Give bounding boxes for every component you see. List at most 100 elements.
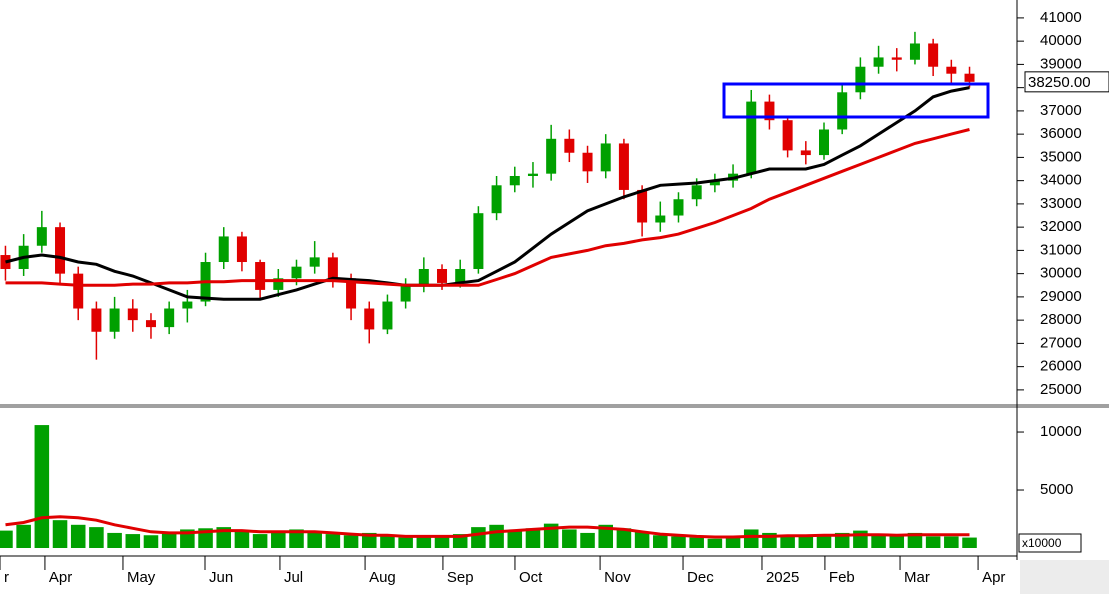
x-tick-label: r <box>4 569 9 586</box>
candle-body <box>673 199 684 216</box>
corner-box <box>1020 560 1109 594</box>
volume-bar <box>216 527 232 548</box>
candle-body <box>164 308 175 328</box>
y-tick-label: 10000 <box>1040 423 1082 440</box>
candle-body <box>382 301 393 330</box>
candle-body <box>473 213 484 269</box>
volume-bar <box>34 425 50 548</box>
candle-body <box>527 173 538 176</box>
moving-average <box>5 128 970 287</box>
volume-bar <box>816 534 832 548</box>
volume-bar <box>143 535 159 548</box>
y-tick-label: 34000 <box>1040 172 1082 189</box>
candle-body <box>109 308 120 332</box>
candle-body <box>509 175 520 186</box>
candle-body <box>218 236 229 263</box>
x-tick-label: Oct <box>519 569 543 586</box>
volume-bar <box>889 534 905 548</box>
candle-body <box>73 273 84 309</box>
volume-bar <box>507 530 523 548</box>
candle-body <box>946 66 957 74</box>
candle-body <box>691 185 702 200</box>
unit-box <box>1018 533 1082 553</box>
volume-bar <box>580 532 595 548</box>
candle-body <box>127 308 138 321</box>
candle-body <box>346 278 357 309</box>
volume-bar <box>671 536 686 548</box>
candle-body <box>873 57 884 67</box>
candle-body <box>582 152 593 172</box>
volume-bar <box>562 529 577 548</box>
x-tick-label: Jul <box>284 569 303 586</box>
y-tick-label: 36000 <box>1040 125 1082 142</box>
x-tick-label: Dec <box>687 569 714 586</box>
candle-body <box>964 73 975 82</box>
y-tick-label: 40000 <box>1040 32 1082 49</box>
volume-bar <box>525 528 541 548</box>
volume-bar <box>653 535 668 548</box>
volume-bar <box>325 534 341 548</box>
volume-bar <box>289 529 304 548</box>
candle-body <box>418 268 429 286</box>
y-tick-label: 33000 <box>1040 195 1082 212</box>
y-tick-label: 25000 <box>1040 381 1082 398</box>
volume-unit: x10000 <box>1022 536 1062 550</box>
volume-bar <box>907 532 923 548</box>
candle-body <box>764 101 775 121</box>
y-tick-label: 5000 <box>1040 481 1073 498</box>
volume-bar <box>16 524 31 548</box>
candle-body <box>746 101 757 174</box>
volume-bar <box>343 535 359 548</box>
candle-body <box>909 43 920 60</box>
candle-body <box>182 301 193 309</box>
candle-body <box>364 308 375 330</box>
candle-body <box>618 143 629 190</box>
volume-bar <box>52 520 68 548</box>
x-tick-label: Nov <box>604 569 631 586</box>
candle-body <box>36 227 47 246</box>
moving-average <box>5 515 970 539</box>
volume-bar <box>70 524 86 548</box>
volume-bar <box>380 536 395 548</box>
volume-bar <box>271 530 286 548</box>
y-tick-label: 28000 <box>1040 311 1082 328</box>
candle-body <box>236 236 247 263</box>
x-tick-label: Apr <box>49 569 72 586</box>
x-tick-label: Mar <box>904 569 930 586</box>
x-tick-label: Sep <box>447 569 474 586</box>
volume-bar <box>780 536 795 548</box>
candle-body <box>91 308 102 332</box>
volume-bar <box>871 535 886 548</box>
volume-bar <box>689 537 704 548</box>
volume-bar <box>252 534 268 548</box>
volume-bar <box>798 535 814 548</box>
candle-body <box>837 92 848 130</box>
y-tick-label: 32000 <box>1040 218 1082 235</box>
candle-body <box>782 120 793 151</box>
candle-body <box>655 215 666 223</box>
candle-body <box>709 180 720 186</box>
y-tick-label: 39000 <box>1040 55 1082 72</box>
volume-bar <box>307 531 322 548</box>
candle-body <box>819 129 830 156</box>
x-tick-label: Feb <box>829 569 855 586</box>
last-price-box <box>1024 71 1109 93</box>
last-price-label: 38250.00 <box>1028 74 1091 91</box>
volume-bar <box>471 527 486 548</box>
volume-bar <box>925 536 941 548</box>
candle-body <box>564 138 575 153</box>
volume-bar <box>962 537 977 548</box>
volume-bar <box>398 537 413 548</box>
candle-body <box>800 150 811 156</box>
candle-body <box>437 268 448 283</box>
candle-body <box>400 285 411 302</box>
moving-average <box>5 86 970 301</box>
volume-bar <box>944 536 959 548</box>
y-tick-label: 41000 <box>1040 9 1082 26</box>
volume-bar <box>598 524 614 548</box>
candle-body <box>455 268 466 283</box>
volume-bar <box>161 532 177 548</box>
volume-bar <box>125 534 141 548</box>
candle-body <box>0 255 11 269</box>
